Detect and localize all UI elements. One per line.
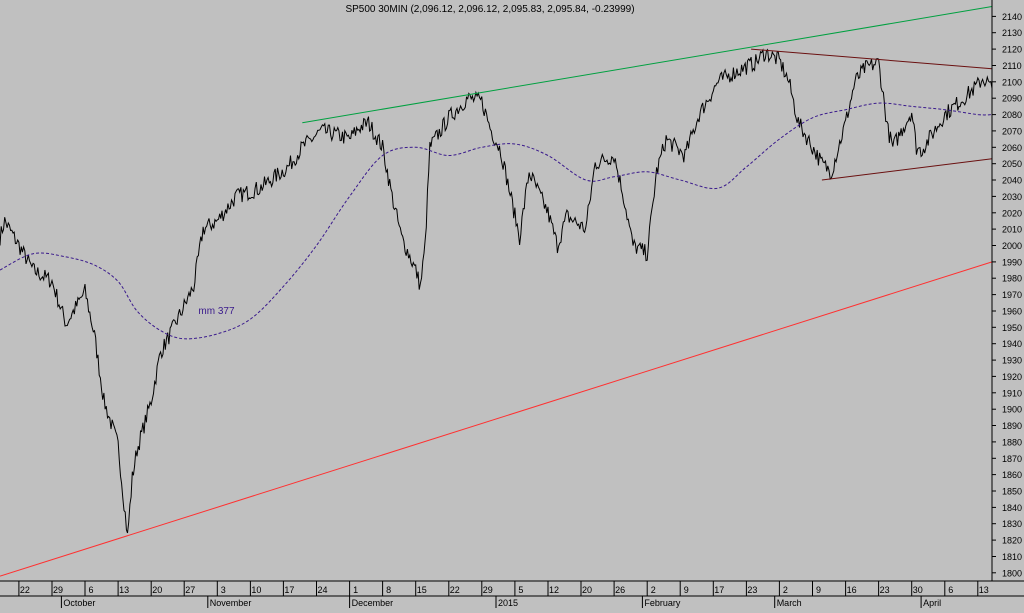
trendline-2 <box>0 261 993 577</box>
x-day-label: 9 <box>816 585 821 595</box>
x-month-label: November <box>210 598 252 608</box>
y-tick-label: 2060 <box>1002 143 1022 153</box>
x-month-label: 2015 <box>498 598 518 608</box>
x-day-label: 30 <box>913 585 923 595</box>
y-tick-label: 1830 <box>1002 519 1022 529</box>
x-day-label: 16 <box>847 585 857 595</box>
x-day-label: 5 <box>518 585 523 595</box>
y-tick-label: 2110 <box>1002 61 1021 71</box>
x-day-label: 12 <box>549 585 559 595</box>
x-day-label: 9 <box>684 585 689 595</box>
y-tick-label: 1910 <box>1002 388 1022 398</box>
x-day-label: 23 <box>880 585 890 595</box>
price-series-line <box>0 48 993 534</box>
x-day-label: 22 <box>450 585 460 595</box>
x-day-label: 24 <box>317 585 327 595</box>
y-tick-label: 1810 <box>1002 552 1022 562</box>
x-day-label: 29 <box>53 585 63 595</box>
y-tick-label: 1900 <box>1002 405 1022 415</box>
y-tick-label: 1920 <box>1002 372 1022 382</box>
y-tick-label: 2100 <box>1002 77 1022 87</box>
ma-label: mm 377 <box>198 306 235 317</box>
x-day-label: 29 <box>483 585 493 595</box>
y-tick-label: 1860 <box>1002 470 1022 480</box>
y-tick-label: 1850 <box>1002 487 1022 497</box>
x-day-label: 20 <box>152 585 162 595</box>
y-tick-label: 1890 <box>1002 421 1022 431</box>
y-tick-label: 1960 <box>1002 307 1022 317</box>
y-tick-label: 1840 <box>1002 503 1022 513</box>
trendline-5 <box>821 158 993 181</box>
x-day-label: 15 <box>417 585 427 595</box>
x-month-label: February <box>644 598 681 608</box>
x-day-label: 1 <box>353 585 358 595</box>
x-day-label: 6 <box>88 585 93 595</box>
chart-title: SP500 30MIN (2,096.12, 2,096.12, 2,095.8… <box>345 4 634 15</box>
moving-average-line <box>0 102 993 340</box>
x-day-label: 10 <box>251 585 261 595</box>
x-day-label: 17 <box>714 585 724 595</box>
x-day-label: 13 <box>119 585 129 595</box>
y-tick-label: 1800 <box>1002 568 1022 578</box>
y-tick-label: 2090 <box>1002 94 1022 104</box>
y-tick-label: 2050 <box>1002 159 1022 169</box>
x-day-label: 27 <box>185 585 195 595</box>
y-tick-label: 1870 <box>1002 454 1022 464</box>
y-tick-label: 2070 <box>1002 126 1022 136</box>
y-tick-label: 2130 <box>1002 28 1022 38</box>
y-axis: 1800 1810 1820 1830 1840 1850 1860 1870 1880 1890… <box>991 0 1022 581</box>
x-day-label: 13 <box>979 585 989 595</box>
y-tick-label: 1950 <box>1002 323 1022 333</box>
trendline-4 <box>751 48 993 70</box>
y-tick-label: 1940 <box>1002 339 1022 349</box>
y-tick-label: 2120 <box>1002 45 1022 55</box>
x-day-label: 20 <box>582 585 592 595</box>
x-day-label: 22 <box>20 585 30 595</box>
y-tick-label: 2010 <box>1002 225 1022 235</box>
x-day-label: 2 <box>783 585 788 595</box>
series-layer <box>0 6 993 577</box>
y-tick-label: 2030 <box>1002 192 1022 202</box>
y-tick-label: 2020 <box>1002 208 1022 218</box>
x-month-label: April <box>923 598 941 608</box>
y-tick-label: 1930 <box>1002 356 1022 366</box>
x-day-label: 17 <box>284 585 294 595</box>
x-axis-band <box>0 581 1024 608</box>
x-day-label: 6 <box>948 585 953 595</box>
y-tick-label: 2040 <box>1002 176 1022 186</box>
x-day-label: 2 <box>651 585 656 595</box>
y-tick-label: 2080 <box>1002 110 1022 120</box>
x-day-label: 8 <box>386 585 391 595</box>
x-month-label: March <box>777 598 802 608</box>
x-axis: 22 29 6 13 20 27 3 10 17 24 1 8 15 22 29 5 12 20 26 2 9 17 23 2… <box>0 580 1024 608</box>
y-tick-label: 2140 <box>1002 12 1022 22</box>
y-tick-label: 1980 <box>1002 274 1022 284</box>
x-day-label: 3 <box>221 585 226 595</box>
x-day-label: 23 <box>747 585 757 595</box>
x-month-label: October <box>63 598 95 608</box>
x-day-label: 26 <box>615 585 625 595</box>
y-tick-label: 1820 <box>1002 536 1022 546</box>
trendline-3 <box>302 6 993 124</box>
y-tick-label: 2000 <box>1002 241 1022 251</box>
y-tick-label: 1990 <box>1002 257 1022 267</box>
y-tick-label: 1880 <box>1002 437 1022 447</box>
annotation-layer: mm 377 <box>198 306 235 317</box>
x-month-label: December <box>352 598 394 608</box>
y-tick-label: 1970 <box>1002 290 1022 300</box>
